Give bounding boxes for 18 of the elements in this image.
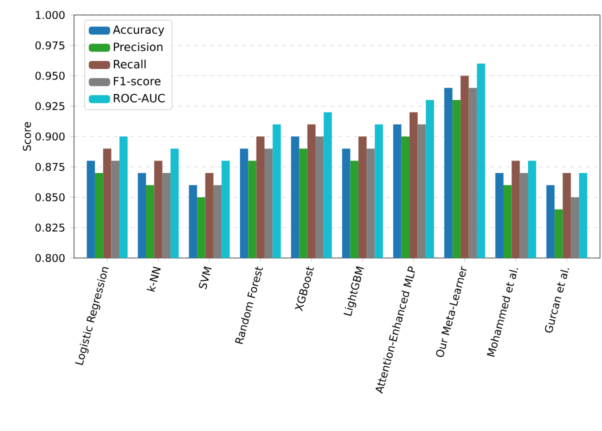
- y-tick-label: 0.950: [35, 72, 65, 80]
- legend-label: Recall: [114, 60, 146, 68]
- y-tick-label: 0.825: [35, 224, 64, 232]
- x-tick-label: Gurcan et al.: [544, 268, 570, 333]
- y-axis-title: Score: [22, 122, 31, 151]
- y-tick-label: 0.850: [35, 193, 65, 202]
- y-tick-label: 0.900: [35, 132, 65, 141]
- legend-label: Accuracy: [112, 25, 164, 36]
- y-tick-label: 1.000: [36, 10, 65, 20]
- y-tick-label: 0.800: [35, 254, 65, 262]
- x-tick-label: SVM: [198, 266, 212, 290]
- y-tick-label: 0.925: [35, 102, 64, 110]
- y-tick-label: 0.975: [35, 41, 64, 50]
- y-tick-label: 0.875: [35, 162, 64, 171]
- x-tick-label: k-NN: [146, 266, 161, 292]
- legend-label: Precision: [114, 42, 162, 52]
- legend-label: F1-score: [114, 76, 160, 86]
- legend-label: ROC-AUC: [114, 94, 165, 102]
